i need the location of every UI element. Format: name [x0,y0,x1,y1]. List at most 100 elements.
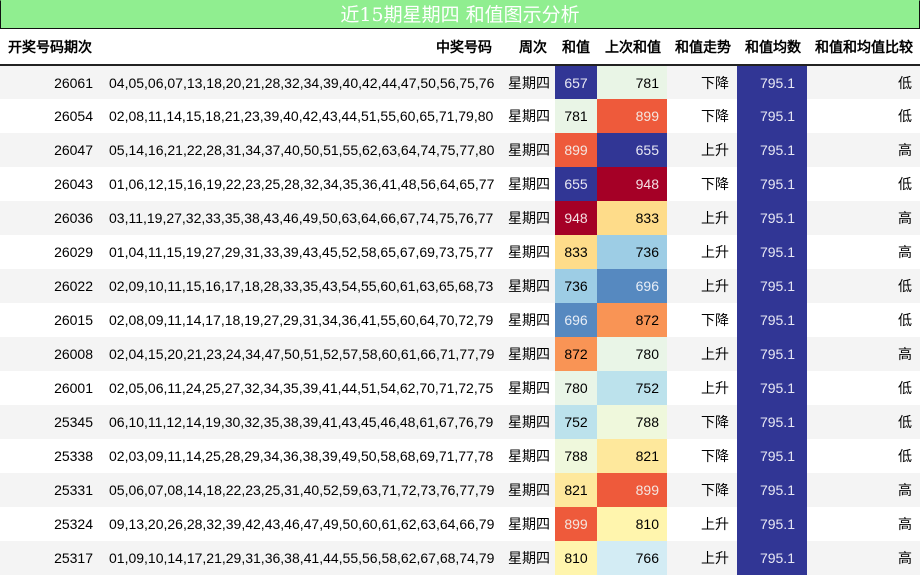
mean-cell: 795.1 [737,235,807,269]
trend-cell: 上升 [667,371,737,405]
trend-cell: 上升 [667,507,737,541]
sum-cell: 655 [555,167,597,201]
compare-cell: 高 [807,201,920,235]
numbers-cell: 05,14,16,21,22,28,31,34,37,40,50,51,55,6… [101,133,500,167]
table-row: 26043 01,06,12,15,16,19,22,23,25,28,32,34… [0,167,920,201]
mean-cell: 795.1 [737,473,807,507]
mean-cell: 795.1 [737,439,807,473]
compare-cell: 高 [807,473,920,507]
compare-cell: 低 [807,405,920,439]
compare-cell: 低 [807,65,920,99]
prev-sum-cell: 872 [597,303,667,337]
header-trend[interactable]: 和值走势 [667,29,737,66]
header-compare[interactable]: 和值和均值比较 [807,29,920,66]
compare-cell: 低 [807,167,920,201]
trend-cell: 上升 [667,541,737,575]
weekday-cell: 星期四 [500,507,555,541]
period-cell: 26001 [0,371,101,405]
weekday-cell: 星期四 [500,65,555,99]
period-cell: 26043 [0,167,101,201]
mean-cell: 795.1 [737,371,807,405]
compare-cell: 低 [807,99,920,133]
weekday-cell: 星期四 [500,99,555,133]
sum-cell: 872 [555,337,597,371]
sum-cell: 781 [555,99,597,133]
prev-sum-cell: 781 [597,65,667,99]
prev-sum-cell: 766 [597,541,667,575]
mean-cell: 795.1 [737,269,807,303]
period-cell: 26047 [0,133,101,167]
trend-cell: 下降 [667,473,737,507]
compare-cell: 高 [807,337,920,371]
compare-cell: 高 [807,507,920,541]
mean-cell: 795.1 [737,541,807,575]
compare-cell: 低 [807,371,920,405]
table-row: 26008 02,04,15,20,21,23,24,34,47,50,51,52… [0,337,920,371]
table-row: 25317 01,09,10,14,17,21,29,31,36,38,41,44… [0,541,920,575]
sum-cell: 821 [555,473,597,507]
sum-cell: 788 [555,439,597,473]
mean-cell: 795.1 [737,99,807,133]
weekday-cell: 星期四 [500,269,555,303]
header-numbers[interactable]: 中奖号码 [101,29,500,66]
weekday-cell: 星期四 [500,133,555,167]
prev-sum-cell: 899 [597,99,667,133]
trend-cell: 上升 [667,201,737,235]
prev-sum-cell: 752 [597,371,667,405]
prev-sum-cell: 821 [597,439,667,473]
sum-cell: 899 [555,507,597,541]
table-row: 26061 04,05,06,07,13,18,20,21,28,32,34,39… [0,65,920,99]
mean-cell: 795.1 [737,405,807,439]
table-row: 25345 06,10,11,12,14,19,30,32,35,38,39,41… [0,405,920,439]
prev-sum-cell: 948 [597,167,667,201]
numbers-cell: 01,04,11,15,19,27,29,31,33,39,43,45,52,5… [101,235,500,269]
weekday-cell: 星期四 [500,303,555,337]
numbers-cell: 02,05,06,11,24,25,27,32,34,35,39,41,44,5… [101,371,500,405]
compare-cell: 低 [807,303,920,337]
mean-cell: 795.1 [737,167,807,201]
weekday-cell: 星期四 [500,235,555,269]
numbers-cell: 02,08,11,14,15,18,21,23,39,40,42,43,44,5… [101,99,500,133]
prev-sum-cell: 736 [597,235,667,269]
numbers-cell: 01,06,12,15,16,19,22,23,25,28,32,34,35,3… [101,167,500,201]
mean-cell: 795.1 [737,303,807,337]
period-cell: 26015 [0,303,101,337]
sum-cell: 810 [555,541,597,575]
trend-cell: 上升 [667,235,737,269]
prev-sum-cell: 810 [597,507,667,541]
period-cell: 26054 [0,99,101,133]
header-mean[interactable]: 和值均数 [737,29,807,66]
trend-cell: 下降 [667,405,737,439]
compare-cell: 高 [807,235,920,269]
trend-cell: 上升 [667,269,737,303]
trend-cell: 上升 [667,133,737,167]
header-period[interactable]: 开奖号码期次 [0,29,101,66]
table-row: 26036 03,11,19,27,32,33,35,38,43,46,49,50… [0,201,920,235]
table-row: 26001 02,05,06,11,24,25,27,32,34,35,39,41… [0,371,920,405]
weekday-cell: 星期四 [500,405,555,439]
header-weekday[interactable]: 周次 [500,29,555,66]
header-sum[interactable]: 和值 [555,29,597,66]
table-row: 26022 02,09,10,11,15,16,17,18,28,33,35,43… [0,269,920,303]
compare-cell: 高 [807,541,920,575]
prev-sum-cell: 899 [597,473,667,507]
weekday-cell: 星期四 [500,473,555,507]
table-row: 26047 05,14,16,21,22,28,31,34,37,40,50,51… [0,133,920,167]
header-prev-sum[interactable]: 上次和值 [597,29,667,66]
numbers-cell: 06,10,11,12,14,19,30,32,35,38,39,41,43,4… [101,405,500,439]
numbers-cell: 02,09,10,11,15,16,17,18,28,33,35,43,54,5… [101,269,500,303]
table-row: 25331 05,06,07,08,14,18,22,23,25,31,40,52… [0,473,920,507]
trend-cell: 下降 [667,303,737,337]
table-body: 26061 04,05,06,07,13,18,20,21,28,32,34,39… [0,65,920,575]
period-cell: 25345 [0,405,101,439]
table-row: 26054 02,08,11,14,15,18,21,23,39,40,42,43… [0,99,920,133]
table-row: 26029 01,04,11,15,19,27,29,31,33,39,43,45… [0,235,920,269]
numbers-cell: 02,03,09,11,14,25,28,29,34,36,38,39,49,5… [101,439,500,473]
table-header-row: 开奖号码期次 中奖号码 周次 和值 上次和值 和值走势 和值均数 和值和均值比较 [0,29,920,66]
prev-sum-cell: 696 [597,269,667,303]
page-title: 近15期星期四 和值图示分析 [0,0,920,29]
prev-sum-cell: 833 [597,201,667,235]
period-cell: 25331 [0,473,101,507]
mean-cell: 795.1 [737,201,807,235]
sum-cell: 752 [555,405,597,439]
